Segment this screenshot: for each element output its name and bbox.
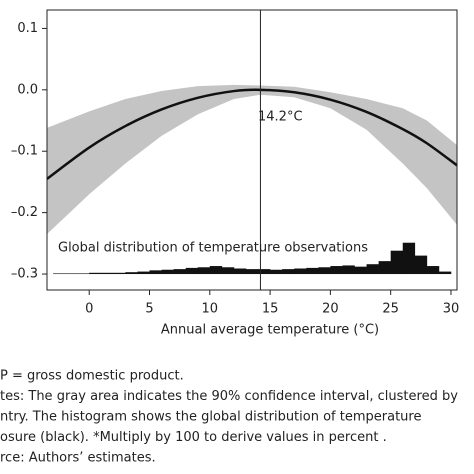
histogram-bar xyxy=(53,273,66,275)
histogram-bar xyxy=(65,273,78,275)
note-line: ntry. The histogram shows the global dis… xyxy=(0,410,421,425)
histogram-bar xyxy=(366,264,379,275)
note-line: P = gross domestic product. xyxy=(0,369,184,384)
histogram-bar xyxy=(414,255,428,275)
histogram-bar xyxy=(77,273,90,275)
histogram-bar xyxy=(245,269,259,275)
y-tick-label: –0.1 xyxy=(11,144,38,159)
histogram-bar xyxy=(354,266,367,275)
histogram-bar xyxy=(378,261,391,275)
histogram-bar xyxy=(185,267,199,275)
histogram-bar xyxy=(390,250,404,275)
histogram-bar xyxy=(101,272,114,275)
histogram-bar xyxy=(258,269,271,275)
histogram-bar xyxy=(438,271,452,275)
confidence-band xyxy=(47,84,457,235)
histogram-bar xyxy=(221,267,235,275)
x-tick-label: 0 xyxy=(85,302,93,317)
histogram-bar xyxy=(426,266,440,275)
histogram-bar xyxy=(125,272,138,275)
histogram-bar xyxy=(209,266,223,275)
histogram-label: Global distribution of temperature obser… xyxy=(58,241,368,256)
x-tick-label: 10 xyxy=(202,302,219,317)
y-tick-label: 0.0 xyxy=(17,82,38,97)
plot-frame xyxy=(46,9,458,291)
histogram-bar xyxy=(113,272,126,275)
x-tick-label: 25 xyxy=(382,302,399,317)
x-tick-label: 5 xyxy=(145,302,153,317)
histogram-bar xyxy=(282,269,295,275)
histogram-bar xyxy=(318,267,331,275)
note-line: tes: The gray area indicates the 90% con… xyxy=(0,389,458,404)
histogram-bar xyxy=(161,269,174,275)
y-tick-label: –0.2 xyxy=(11,205,38,220)
histogram-bar xyxy=(89,272,102,275)
x-tick-label: 15 xyxy=(262,302,279,317)
y-tick-label: –0.3 xyxy=(11,267,38,282)
histogram-bar xyxy=(402,242,416,275)
annotation: 14.2°C xyxy=(258,110,303,125)
histogram-bar xyxy=(306,267,319,275)
histogram-bar xyxy=(270,269,283,275)
histogram-bar xyxy=(137,271,150,275)
histogram-bar xyxy=(342,265,355,275)
x-tick-label: 30 xyxy=(443,302,460,317)
histogram-bar xyxy=(173,269,186,275)
histogram-bar xyxy=(330,266,343,275)
note-line: osure (black). *Multiply by 100 to deriv… xyxy=(0,430,387,445)
x-tick-label: 20 xyxy=(322,302,339,317)
histogram-bar xyxy=(294,268,307,275)
histogram-bar xyxy=(149,270,162,275)
histogram-bar xyxy=(233,268,247,275)
histogram-bar xyxy=(197,267,211,275)
note-line: rce: Authors’ estimates. xyxy=(0,451,156,466)
y-tick-label: 0.1 xyxy=(17,21,38,36)
x-axis-label: Annual average temperature (°C) xyxy=(161,323,379,338)
